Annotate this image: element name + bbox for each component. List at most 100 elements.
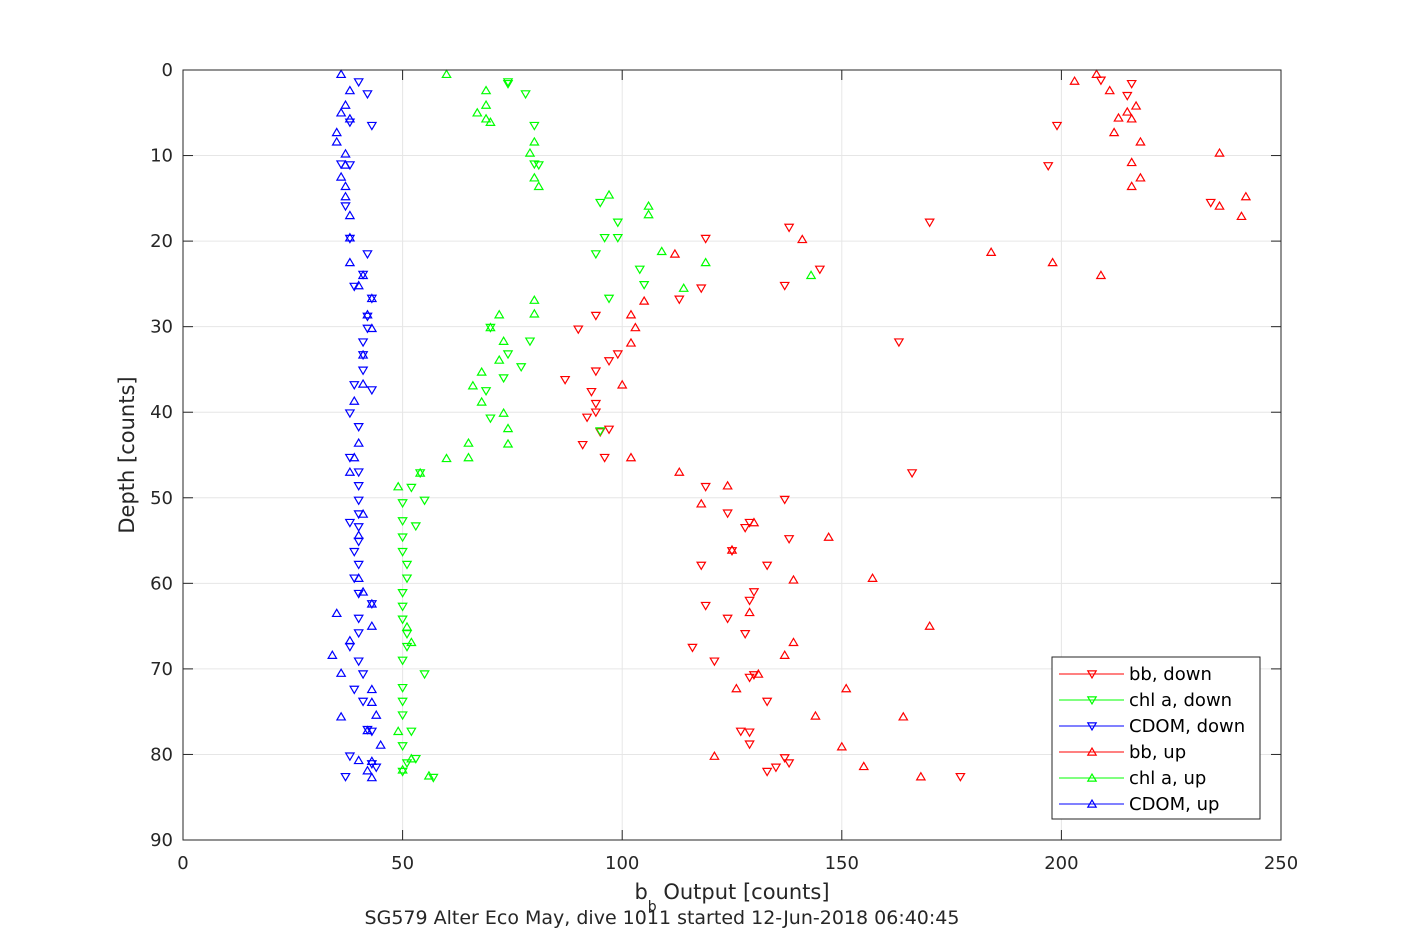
axis-ticks: 0 50 100 150 200 250 0 10 20 30 40 50 60 70 80 90 [150, 60, 1298, 874]
data-point [638, 295, 650, 305]
data-point [357, 586, 369, 596]
data-point [761, 561, 773, 571]
data-point [1126, 157, 1137, 167]
data-point [1091, 69, 1102, 79]
data-point [748, 517, 760, 527]
data-point [643, 200, 654, 210]
data-point [349, 685, 360, 695]
data-point [524, 337, 536, 347]
data-point [739, 523, 751, 533]
data-point [1122, 91, 1133, 101]
data-point [1240, 191, 1252, 201]
data-point [590, 408, 602, 418]
data-point [480, 99, 492, 109]
data-point [344, 518, 356, 528]
y-tick-label: 20 [150, 231, 173, 252]
legend-label: bb, down [1129, 664, 1212, 685]
data-point [366, 386, 378, 396]
data-point [335, 667, 347, 677]
legend-box [1051, 656, 1261, 820]
data-point [573, 325, 584, 335]
legend-marker [1086, 670, 1098, 680]
data-point [498, 374, 509, 384]
y-tick-label: 40 [150, 402, 173, 423]
y-axis-label: Depth [counts] [115, 376, 139, 533]
data-point [1095, 270, 1107, 280]
data-point [559, 375, 571, 385]
data-point [463, 452, 474, 462]
data-point [353, 657, 364, 667]
x-tick-label: 250 [1264, 853, 1298, 874]
y-tick-label: 50 [150, 488, 173, 509]
series-chl-a-down [397, 78, 650, 783]
data-point [748, 671, 760, 681]
series-bb-up [616, 69, 1252, 781]
data-point [335, 107, 347, 117]
data-point [366, 697, 378, 707]
data-point [581, 413, 593, 423]
data-point [898, 711, 909, 721]
data-point [788, 637, 799, 647]
data-point [678, 282, 689, 292]
data-point [616, 379, 628, 389]
data-point [915, 771, 927, 781]
data-point [340, 191, 351, 201]
data-point [441, 69, 452, 79]
data-point [397, 767, 408, 777]
data-point [353, 496, 364, 506]
data-point [1042, 162, 1054, 171]
data-point [419, 670, 430, 680]
data-point [1214, 200, 1225, 210]
data-point [485, 414, 496, 424]
data-point [502, 79, 514, 89]
data-point [1236, 211, 1247, 221]
data-point [669, 248, 681, 258]
data-point [590, 250, 602, 260]
data-point [397, 517, 408, 527]
data-point [810, 710, 821, 720]
data-point [603, 294, 615, 304]
data-point [370, 709, 382, 719]
data-point [331, 136, 342, 146]
data-point [1051, 121, 1063, 131]
data-point [858, 761, 870, 771]
data-point [779, 754, 790, 764]
data-point [674, 295, 685, 305]
data-point [594, 198, 606, 208]
data-point [344, 635, 356, 645]
data-point [357, 349, 369, 359]
x-tick-label: 50 [391, 853, 414, 874]
series-chl-a-up [392, 69, 817, 780]
data-point [761, 767, 773, 777]
legend-label: chl a, up [1129, 768, 1206, 789]
x-axis-label-subscript: b [648, 899, 657, 915]
data-point [467, 380, 479, 390]
data-point [366, 772, 378, 782]
data-point [529, 136, 540, 146]
data-point [353, 589, 364, 599]
data-point [331, 127, 342, 137]
data-point [612, 350, 624, 360]
data-point [779, 281, 790, 291]
data-point [397, 656, 408, 666]
data-point [344, 409, 356, 419]
data-point [344, 257, 356, 267]
data-point [401, 560, 413, 570]
legend-item: bb, down [1059, 664, 1212, 685]
legend-item: chl a, down [1059, 690, 1232, 711]
legend-marker [1086, 798, 1098, 808]
x-tick-label: 150 [825, 853, 859, 874]
legend-label: CDOM, down [1129, 716, 1245, 737]
x-axis-label-main: b [634, 880, 647, 904]
data-point [340, 159, 351, 169]
x-tick-label: 0 [177, 853, 188, 874]
legend-item: CDOM, down [1059, 716, 1245, 737]
data-point [397, 615, 408, 625]
data-point [783, 223, 795, 233]
data-point [401, 574, 413, 584]
x-axis-label-rest: Output [counts] [657, 880, 830, 904]
data-point [397, 764, 408, 774]
data-point [805, 270, 817, 280]
data-point [353, 560, 364, 570]
data-point [709, 657, 720, 667]
